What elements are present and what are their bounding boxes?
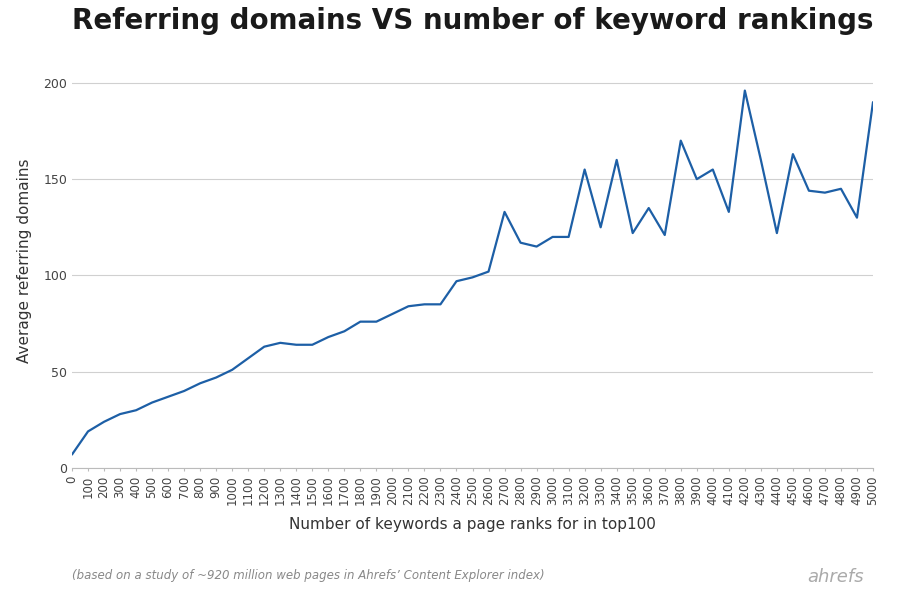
Text: ahrefs: ahrefs	[807, 568, 864, 586]
X-axis label: Number of keywords a page ranks for in top100: Number of keywords a page ranks for in t…	[289, 517, 656, 532]
Y-axis label: Average referring domains: Average referring domains	[17, 159, 32, 363]
Title: Referring domains VS number of keyword rankings: Referring domains VS number of keyword r…	[72, 7, 873, 35]
Text: (based on a study of ~920 million web pages in Ahrefs’ Content Explorer index): (based on a study of ~920 million web pa…	[72, 569, 544, 582]
